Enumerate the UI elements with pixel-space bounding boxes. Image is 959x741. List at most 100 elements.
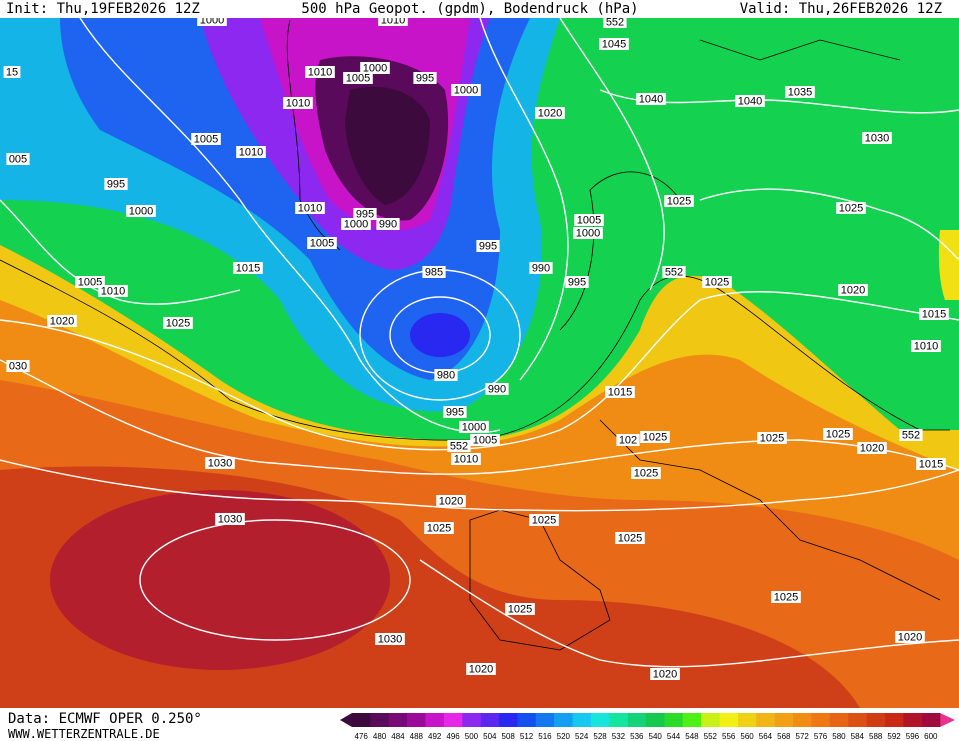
isobar-label: 1020 <box>838 284 868 296</box>
isobar-label: 1005 <box>191 133 221 145</box>
colorbar-label: 520 <box>557 732 571 741</box>
isobar-label-text: 1015 <box>919 458 943 470</box>
isobar-label-box <box>447 440 471 452</box>
colorbar-label: 480 <box>373 732 387 741</box>
isobar-label-text: 995 <box>107 178 125 190</box>
colorbar-swatch <box>756 713 775 727</box>
isobar-label-text: 1020 <box>653 668 677 680</box>
contour-552 <box>0 259 950 441</box>
isobar-label-text: 1000 <box>344 218 368 230</box>
isobar-label-box <box>376 218 400 230</box>
isobar-label-box <box>836 202 866 214</box>
isobar-label-box <box>823 428 853 440</box>
isobar-label-text: 1005 <box>78 276 102 288</box>
isobar-label-box <box>857 442 887 454</box>
isobar-label-box <box>443 406 467 418</box>
colorbar-label: 524 <box>575 732 589 741</box>
colorbar-arrow-left <box>340 713 352 727</box>
colorbar-label: 572 <box>796 732 810 741</box>
isobar-label-text: 1000 <box>129 205 153 217</box>
isobar-label-box <box>466 663 496 675</box>
isobar-label: 1020 <box>436 495 466 507</box>
isobar-label: 1015 <box>919 308 949 320</box>
isobar-label-text: 1030 <box>218 513 242 525</box>
isobar-label-box <box>424 522 454 534</box>
colorbar-label: 476 <box>355 732 369 741</box>
isobar-label-box <box>451 453 481 465</box>
isobar-label: 1020 <box>466 663 496 675</box>
isobar-label-box <box>295 202 325 214</box>
isobar-label-text: 1040 <box>639 93 663 105</box>
isobar-label-text: 1010 <box>286 97 310 109</box>
colorbar-arrow-right <box>940 713 955 727</box>
isobar-label: 1030 <box>205 457 235 469</box>
isobar-label-text: 1025 <box>826 428 850 440</box>
isobar-label-box <box>353 208 377 220</box>
isobar-label-box <box>603 16 627 28</box>
isobar-label-text: 030 <box>9 360 27 372</box>
isobar-label: 1005 <box>307 237 337 249</box>
colorbar-label: 592 <box>887 732 901 741</box>
isobar-label: 552 <box>662 266 686 278</box>
isobar-label-text: 990 <box>488 383 506 395</box>
isobar-label-text: 1000 <box>576 227 600 239</box>
isobar-label-box <box>360 62 390 74</box>
isobar-label: 1025 <box>664 195 694 207</box>
isobar-label: 1010 <box>236 146 266 158</box>
isobar-label-text: 1020 <box>469 663 493 675</box>
isobar-label-box <box>413 72 437 84</box>
coastlines <box>286 19 941 651</box>
isobar-label: 1020 <box>895 631 925 643</box>
isobar-label-box <box>47 315 77 327</box>
isobar-label-text: 1005 <box>473 434 497 446</box>
isobar-label-box <box>476 240 500 252</box>
isobar-label: 1005 <box>343 72 373 84</box>
colorbar-swatch <box>774 713 794 727</box>
isobar-label-text: 1025 <box>760 432 784 444</box>
isobar-label-text: 995 <box>568 276 586 288</box>
header-bar <box>0 0 959 18</box>
isobar-label: 030 <box>6 360 30 372</box>
isobar-label-text: 1025 <box>667 195 691 207</box>
isobar-label-text: 005 <box>9 153 27 165</box>
isobar-label-box <box>191 133 221 145</box>
isobar-label-text: 1010 <box>101 285 125 297</box>
isobar-label-text: 995 <box>416 72 434 84</box>
isobar-label: 995 <box>443 406 467 418</box>
colorbar-swatch <box>407 713 426 727</box>
isobar-label: 1015 <box>916 458 946 470</box>
isobar-label: 1015 <box>605 386 635 398</box>
isobar-label-box <box>785 86 815 98</box>
colorbar-label: 584 <box>851 732 865 741</box>
colorbar-swatch <box>443 713 463 727</box>
colorbar-label: 552 <box>704 732 718 741</box>
colorbar-label: 588 <box>869 732 883 741</box>
colorbar-label: 600 <box>924 732 938 741</box>
isobar-label: 1000 <box>451 84 481 96</box>
isobar-label-text: 1020 <box>841 284 865 296</box>
isobar-label-box <box>573 227 603 239</box>
colorbar-swatch <box>811 713 831 727</box>
isobar-label: 1025 <box>757 432 787 444</box>
isobar-label-text: 1025 <box>839 202 863 214</box>
yellow-field-east <box>938 230 959 300</box>
isobar-label-text: 1010 <box>308 66 332 78</box>
isobar-label-text: 1045 <box>602 38 626 50</box>
isobar-label: 995 <box>353 208 377 220</box>
isobar-label: 1000 <box>573 227 603 239</box>
isobar-label-box <box>899 429 923 441</box>
isobar-label-box <box>343 72 373 84</box>
colorbar-label: 536 <box>630 732 644 741</box>
isobar-label-box <box>233 262 263 274</box>
colorbar-swatch <box>646 713 665 727</box>
colorbar-label: 560 <box>740 732 754 741</box>
isobar-label-box <box>307 237 337 249</box>
isobar-label-box <box>616 434 640 446</box>
isobar-label-box <box>895 631 925 643</box>
isobar-label: 1025 <box>163 317 193 329</box>
colorbar: 476 480 484 488 492 496 500 504 508 512 516 520 524 5… <box>340 713 955 741</box>
colorbar-swatch <box>627 713 647 727</box>
isobar-label-box <box>436 495 466 507</box>
isobar-label-text: 995 <box>356 208 374 220</box>
colorbar-label: 596 <box>906 732 920 741</box>
